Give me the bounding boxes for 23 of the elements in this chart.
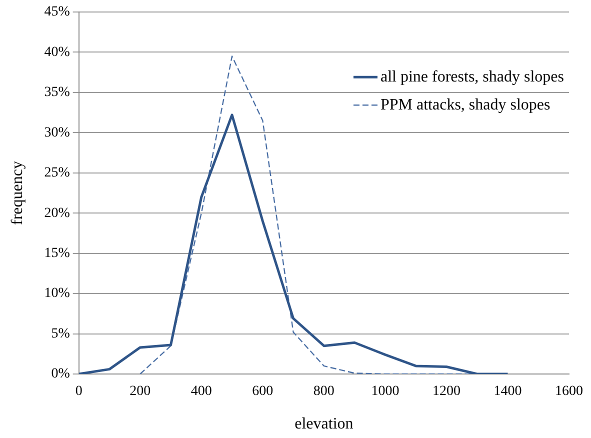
x-tick-label: 600 — [252, 384, 274, 400]
x-axis-title: elevation — [294, 416, 354, 433]
legend-label: all pine forests, shady slopes — [380, 68, 564, 86]
y-tick-label: 10% — [44, 286, 70, 302]
x-tick-label: 800 — [313, 384, 334, 400]
y-axis-title: frequency — [8, 161, 26, 225]
x-tick-label: 0 — [75, 384, 82, 400]
y-tick-label: 30% — [44, 125, 70, 140]
y-tick-label: 35% — [44, 85, 70, 100]
y-tick-label: 0% — [51, 366, 70, 382]
x-tick-label: 1400 — [494, 384, 522, 400]
x-tick-label: 1200 — [432, 384, 460, 400]
y-tick-label: 5% — [51, 326, 70, 342]
x-tick-label: 1000 — [371, 384, 400, 400]
x-tick-label: 400 — [190, 384, 212, 400]
y-tick-label: 40% — [44, 44, 70, 60]
y-tick-label: 15% — [44, 246, 70, 262]
y-tick-label: 45% — [44, 4, 70, 20]
x-tick-label: 1600 — [555, 384, 583, 400]
legend-label: PPM attacks, shady slopes — [380, 96, 550, 114]
y-tick-label: 20% — [44, 206, 70, 221]
y-tick-label: 25% — [44, 166, 70, 181]
x-tick-label: 200 — [130, 384, 151, 400]
